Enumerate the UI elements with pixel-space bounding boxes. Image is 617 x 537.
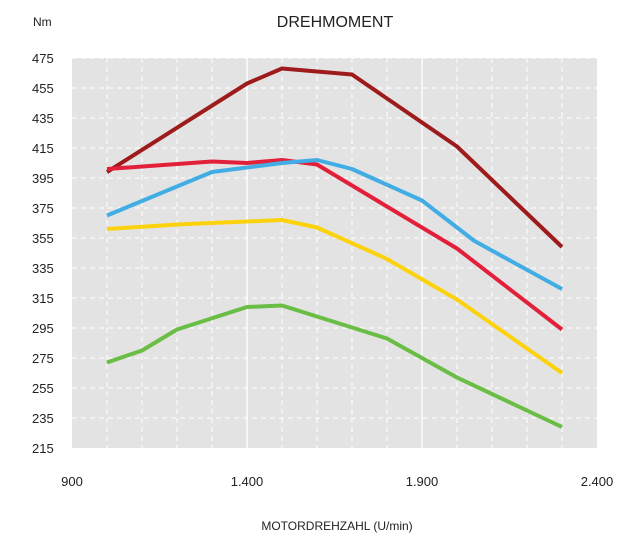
y-tick-label: 335 <box>32 261 54 276</box>
x-axis-label: MOTORDREHZAHL (U/min) <box>261 519 412 533</box>
y-tick-label: 455 <box>32 81 54 96</box>
series-line-4 <box>106 218 564 375</box>
y-tick-label: 375 <box>32 201 54 216</box>
y-tick-label: 315 <box>32 291 54 306</box>
series-lines <box>105 66 564 429</box>
y-tick-label: 295 <box>32 321 54 336</box>
y-tick-label: 235 <box>32 411 54 426</box>
series-line-3 <box>106 158 563 291</box>
series-line-2 <box>106 158 564 332</box>
grid-lines <box>72 57 597 448</box>
chart-title: DREHMOMENT <box>277 14 394 31</box>
y-axis-ticks: 475 455 435 415 395 375 355 335 315 295 275 255 235 2… <box>32 51 54 456</box>
y-tick-label: 255 <box>32 381 54 396</box>
x-tick-label: 2.400 <box>581 474 614 489</box>
y-tick-label: 215 <box>32 441 54 456</box>
y-tick-label: 355 <box>32 231 54 246</box>
y-unit-label: Nm <box>33 15 52 29</box>
y-tick-label: 435 <box>32 111 54 126</box>
y-tick-label: 395 <box>32 171 54 186</box>
y-tick-label: 475 <box>32 51 54 66</box>
x-tick-label: 900 <box>61 474 83 489</box>
y-tick-label: 275 <box>32 351 54 366</box>
series-line-1 <box>105 66 564 249</box>
y-tick-label: 415 <box>32 141 54 156</box>
x-tick-label: 1.400 <box>231 474 264 489</box>
series-line-5 <box>106 303 563 429</box>
x-axis-ticks: 900 1.400 1.900 2.400 <box>61 474 613 489</box>
x-tick-label: 1.900 <box>406 474 439 489</box>
plot-area <box>72 58 597 448</box>
